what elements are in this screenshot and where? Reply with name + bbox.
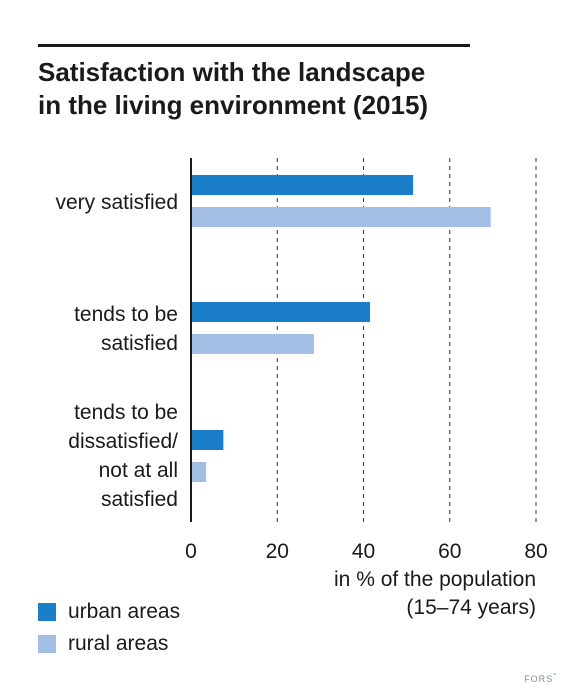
chart-title: Satisfaction with the landscape in the l…	[38, 56, 538, 122]
legend-swatch-urban	[38, 603, 56, 621]
bar-urban-0	[191, 175, 414, 195]
legend: urban areas rural areas	[38, 596, 180, 660]
category-label-1-0: tends to be	[74, 303, 178, 326]
legend-label-urban: urban areas	[68, 600, 181, 623]
category-label-2-0: tends to be	[74, 401, 178, 424]
tick-label-0: 0	[185, 540, 197, 563]
legend-label-rural: rural areas	[68, 632, 169, 655]
bar-rural-1	[191, 334, 314, 354]
tick-label-60: 60	[438, 540, 461, 563]
category-label-2-3: satisfied	[101, 488, 178, 511]
tick-label-20: 20	[266, 540, 289, 563]
bar-rural-0	[191, 207, 491, 227]
x-axis-title-line-1: (15–74 years)	[406, 596, 536, 619]
category-label-2-1: dissatisfied/	[68, 430, 178, 453]
chart-title-line-2: in the living environment (2015)	[38, 90, 429, 120]
fors-logo-mark: °	[553, 673, 557, 680]
bar-rural-2	[191, 462, 207, 482]
category-label-0-0: very satisfied	[55, 191, 178, 214]
category-label-2-2: not at all	[99, 459, 178, 482]
tick-label-40: 40	[352, 540, 375, 563]
top-rule	[38, 44, 470, 47]
legend-item-urban: urban areas	[38, 596, 180, 628]
category-label-1-1: satisfied	[101, 332, 178, 355]
legend-swatch-rural	[38, 635, 56, 653]
fors-logo-text: FORS	[524, 674, 554, 684]
tick-label-80: 80	[524, 540, 547, 563]
bar-urban-2	[191, 430, 224, 450]
fors-logo: FORS°	[524, 673, 557, 684]
bar-urban-1	[191, 302, 370, 322]
legend-item-rural: rural areas	[38, 628, 180, 660]
x-axis-title-line-0: in % of the population	[334, 568, 536, 591]
chart-title-line-1: Satisfaction with the landscape	[38, 57, 426, 87]
